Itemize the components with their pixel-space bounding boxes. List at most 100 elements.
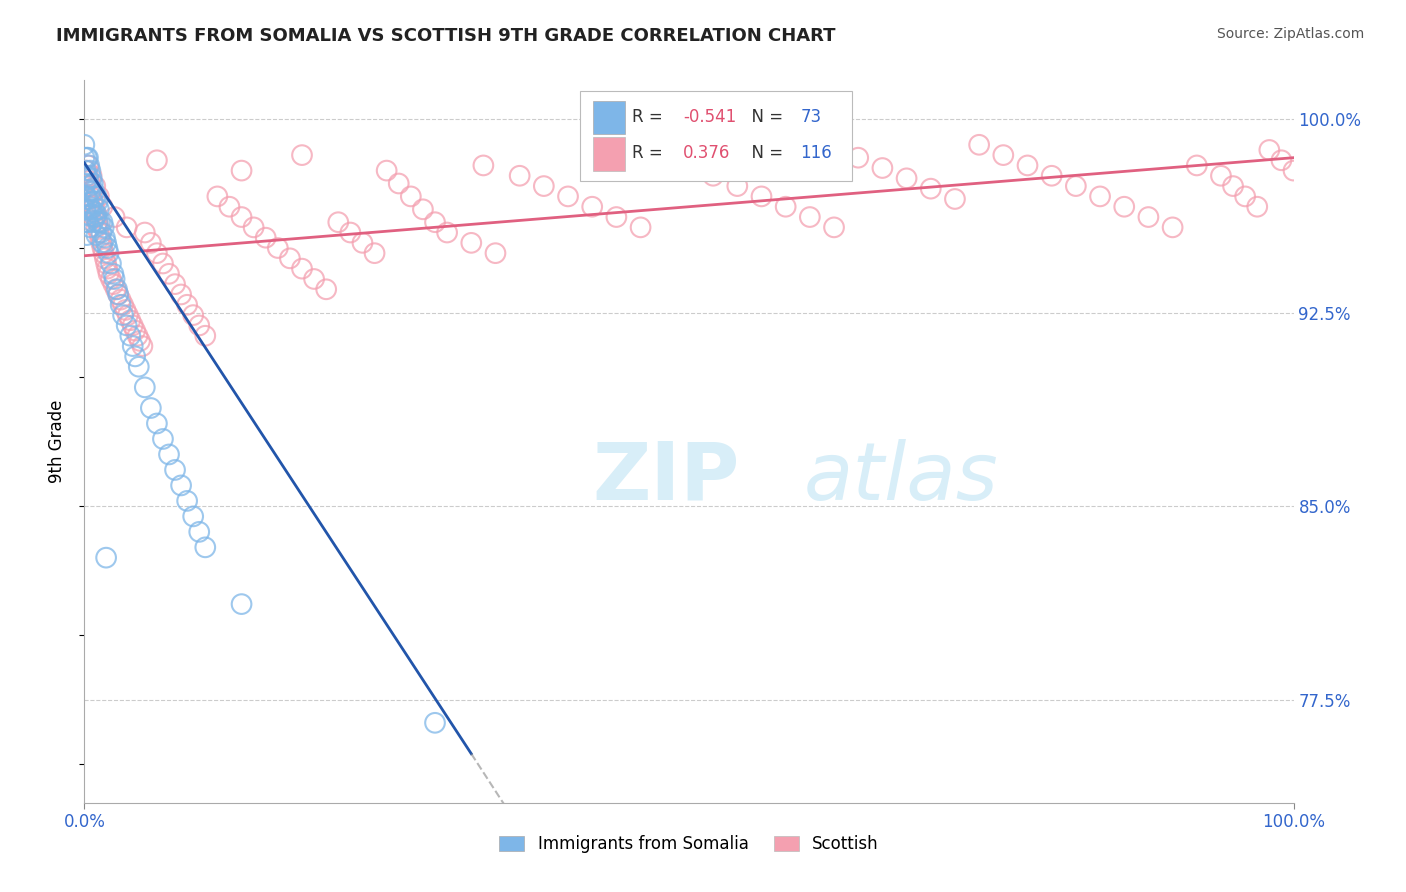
Point: [91, 241, 114, 255]
Point: [157, 447, 180, 461]
Point: [77, 169, 100, 183]
Point: [84, 210, 107, 224]
Point: [94, 252, 117, 266]
Point: [134, 226, 156, 240]
Point: [76, 151, 98, 165]
Point: [533, 179, 555, 194]
Point: [846, 151, 869, 165]
Point: [79, 189, 101, 203]
Point: [375, 163, 398, 178]
Point: [112, 298, 135, 312]
Point: [97, 246, 120, 260]
Point: [129, 334, 152, 348]
Point: [77, 158, 100, 172]
Point: [920, 181, 942, 195]
Point: [94, 235, 117, 250]
Point: [725, 179, 748, 194]
Point: [339, 226, 361, 240]
Point: [94, 256, 117, 270]
Point: [120, 313, 142, 327]
Point: [388, 177, 411, 191]
Point: [120, 328, 142, 343]
Point: [943, 192, 966, 206]
Text: 116: 116: [800, 145, 832, 162]
Point: [399, 189, 422, 203]
Point: [702, 169, 724, 183]
Point: [90, 226, 112, 240]
Point: [484, 246, 506, 260]
Point: [79, 184, 101, 198]
Point: [77, 151, 100, 165]
Point: [79, 202, 101, 217]
Point: [278, 252, 301, 266]
Point: [352, 235, 374, 250]
Point: [75, 215, 97, 229]
Text: Source: ZipAtlas.com: Source: ZipAtlas.com: [1216, 27, 1364, 41]
Point: [75, 177, 97, 191]
Point: [1064, 179, 1087, 194]
Point: [83, 184, 105, 198]
Point: [86, 194, 108, 209]
Point: [82, 194, 104, 209]
Point: [181, 509, 204, 524]
Point: [80, 202, 103, 217]
Point: [127, 328, 149, 343]
Point: [146, 153, 169, 168]
Point: [218, 200, 240, 214]
Point: [75, 163, 97, 178]
Point: [80, 169, 103, 183]
Point: [1088, 189, 1111, 203]
Point: [100, 272, 122, 286]
Point: [124, 350, 146, 364]
Point: [91, 200, 114, 214]
Point: [460, 235, 482, 250]
Point: [993, 148, 1015, 162]
Point: [131, 339, 153, 353]
Point: [76, 207, 98, 221]
Point: [80, 171, 103, 186]
Point: [115, 318, 138, 333]
Point: [83, 200, 105, 214]
Point: [90, 235, 112, 250]
Text: -0.541: -0.541: [683, 108, 737, 126]
Point: [823, 220, 845, 235]
Point: [82, 215, 104, 229]
Point: [104, 210, 127, 224]
Point: [1282, 163, 1305, 178]
Point: [176, 494, 198, 508]
Point: [654, 148, 676, 162]
Point: [77, 192, 100, 206]
Point: [363, 246, 385, 260]
Point: [121, 318, 143, 333]
Point: [605, 210, 627, 224]
Point: [91, 235, 114, 250]
Point: [254, 230, 277, 244]
Point: [267, 241, 290, 255]
Point: [77, 200, 100, 214]
Point: [1270, 153, 1292, 168]
Point: [1017, 158, 1039, 172]
Point: [110, 298, 132, 312]
Point: [86, 215, 108, 229]
Point: [96, 241, 118, 255]
Point: [231, 597, 253, 611]
Point: [105, 282, 128, 296]
Point: [86, 228, 108, 243]
Point: [181, 308, 204, 322]
Point: [423, 715, 446, 730]
Point: [678, 158, 700, 172]
Point: [581, 200, 603, 214]
Point: [139, 235, 162, 250]
Point: [165, 277, 187, 292]
Point: [104, 272, 127, 286]
Point: [157, 267, 180, 281]
Point: [124, 324, 146, 338]
Point: [1246, 200, 1268, 214]
Point: [242, 220, 264, 235]
Point: [1209, 169, 1232, 183]
Point: [79, 179, 101, 194]
Point: [96, 261, 118, 276]
Point: [76, 163, 98, 178]
Point: [75, 202, 97, 217]
Point: [89, 215, 111, 229]
